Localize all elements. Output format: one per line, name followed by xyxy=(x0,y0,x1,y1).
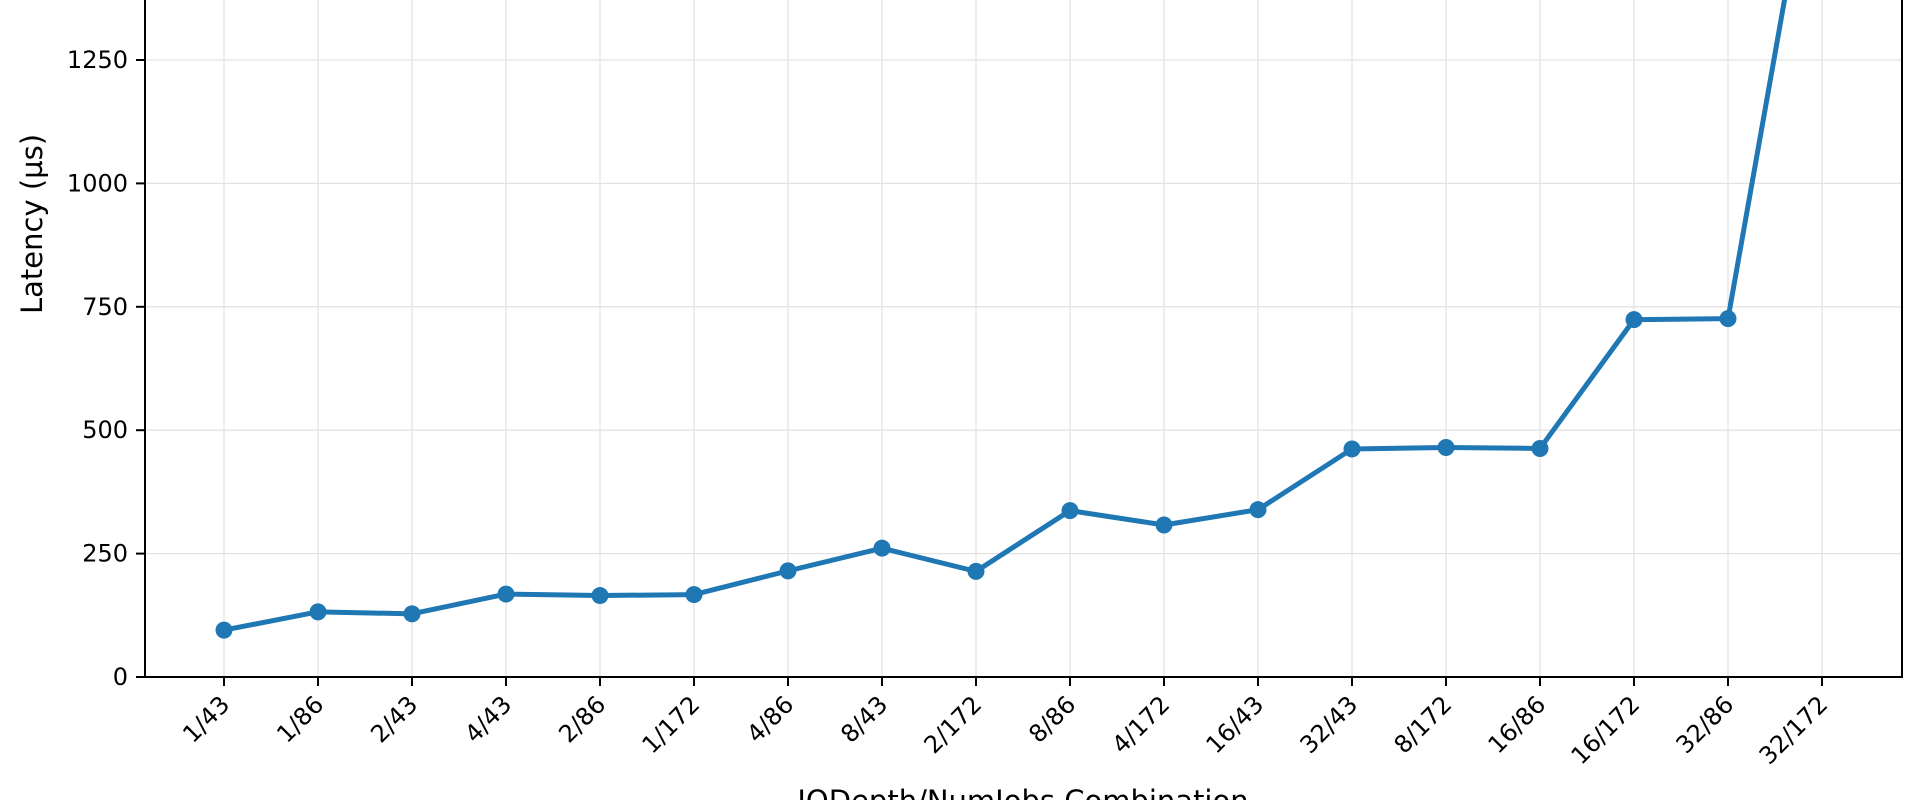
x-tick-label: 1/172 xyxy=(637,690,706,759)
data-point xyxy=(1531,439,1549,457)
data-point xyxy=(1249,501,1267,519)
data-point xyxy=(403,605,421,623)
data-point xyxy=(591,587,609,605)
data-point xyxy=(309,603,327,621)
x-tick-label: 32/86 xyxy=(1671,690,1740,759)
grid xyxy=(145,0,1902,678)
data-point xyxy=(1437,438,1455,456)
x-tick-label: 32/43 xyxy=(1295,690,1364,759)
x-tick-label: 2/86 xyxy=(553,690,611,748)
x-tick-label: 4/172 xyxy=(1107,690,1176,759)
series-layer xyxy=(215,0,1788,639)
x-tick-label: 4/86 xyxy=(741,690,799,748)
data-point xyxy=(685,586,703,604)
x-tick-label: 8/172 xyxy=(1389,690,1458,759)
data-point xyxy=(1719,310,1737,328)
data-point xyxy=(1625,311,1643,329)
x-tick-label: 4/43 xyxy=(459,690,517,748)
data-point xyxy=(497,585,515,603)
data-point xyxy=(215,621,233,639)
x-tick-label: 1/86 xyxy=(271,690,329,748)
x-tick-label: 16/86 xyxy=(1483,690,1552,759)
x-tick-label: 16/43 xyxy=(1201,690,1270,759)
axes xyxy=(136,0,1903,686)
x-tick-label: 32/172 xyxy=(1754,690,1834,770)
y-tick-label: 1250 xyxy=(67,46,128,74)
axis-spine xyxy=(144,0,1903,678)
x-axis-title: IODepth/NumJobs Combination xyxy=(797,784,1248,800)
data-point xyxy=(967,562,985,580)
data-point xyxy=(873,539,891,557)
y-tick-label: 1000 xyxy=(67,169,128,197)
data-point xyxy=(1343,440,1361,458)
x-tick-label: 8/86 xyxy=(1023,690,1081,748)
y-tick-label: 0 xyxy=(113,663,128,691)
y-tick-label: 250 xyxy=(82,540,128,568)
data-point xyxy=(779,562,797,580)
y-tick-label: 750 xyxy=(82,293,128,321)
x-tick-label: 2/43 xyxy=(365,690,423,748)
y-tick-label: 500 xyxy=(82,416,128,444)
series-line xyxy=(221,0,1788,633)
x-tick-label: 8/43 xyxy=(835,690,893,748)
y-axis-title: Latency (µs) xyxy=(15,134,49,314)
x-tick-label: 1/43 xyxy=(177,690,235,748)
x-tick-label: 16/172 xyxy=(1566,690,1646,770)
data-point xyxy=(1061,502,1079,520)
x-tick-label: 2/172 xyxy=(919,690,988,759)
data-point xyxy=(1155,516,1173,534)
